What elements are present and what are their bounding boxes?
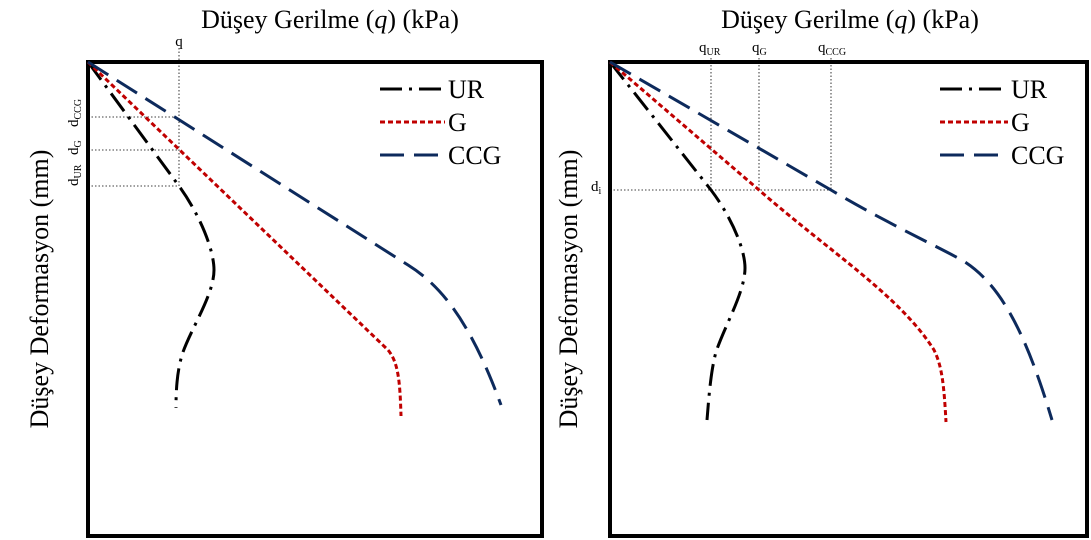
right-ccg-curve — [609, 60, 1054, 421]
left-g-curve — [86, 60, 403, 417]
left-plot-frame — [86, 60, 544, 538]
right-d-i-label: di — [591, 179, 602, 197]
left-panel: Düşey Gerilme (q) (kPa) Düşey Deformasyo… — [25, 5, 544, 538]
left-y-axis-label: Düşey Deformasyon (mm) — [25, 150, 54, 429]
right-legend-g-label: G — [1011, 108, 1030, 137]
left-legend-ur-label: UR — [448, 75, 485, 104]
right-y-axis-label: Düşey Deformasyon (mm) — [554, 150, 583, 429]
right-legend: UR G CCG — [940, 75, 1064, 170]
svg-text:dCCG: dCCG — [66, 99, 84, 127]
right-legend-ur-label: UR — [1011, 75, 1048, 104]
right-legend-ccg-label: CCG — [1011, 141, 1064, 170]
left-ccg-curve — [87, 60, 503, 406]
left-ur-curve — [86, 61, 216, 409]
svg-text:dUR: dUR — [66, 164, 84, 186]
right-ur-curve — [608, 61, 747, 421]
right-plot-frame — [608, 60, 1089, 538]
left-d-ccg-label: dCCG — [66, 99, 84, 127]
left-title: Düşey Gerilme (q) (kPa) — [201, 5, 459, 34]
left-legend-ccg-label: CCG — [448, 141, 501, 170]
svg-text:dG: dG — [66, 140, 84, 155]
right-g-curve — [609, 60, 948, 423]
left-q-label: q — [175, 34, 183, 50]
right-q-g-label: qG — [752, 40, 767, 58]
left-legend-g-label: G — [448, 108, 467, 137]
right-panel: Düşey Gerilme (q) (kPa) Düşey Deformasyo… — [554, 5, 1089, 538]
left-legend: UR G CCG — [380, 75, 501, 170]
left-d-g-label: dG — [66, 140, 84, 155]
right-q-ccg-label: qCCG — [818, 40, 846, 58]
right-title: Düşey Gerilme (q) (kPa) — [721, 5, 979, 34]
left-d-ur-label: dUR — [66, 164, 84, 186]
right-q-ur-label: qUR — [699, 40, 721, 58]
